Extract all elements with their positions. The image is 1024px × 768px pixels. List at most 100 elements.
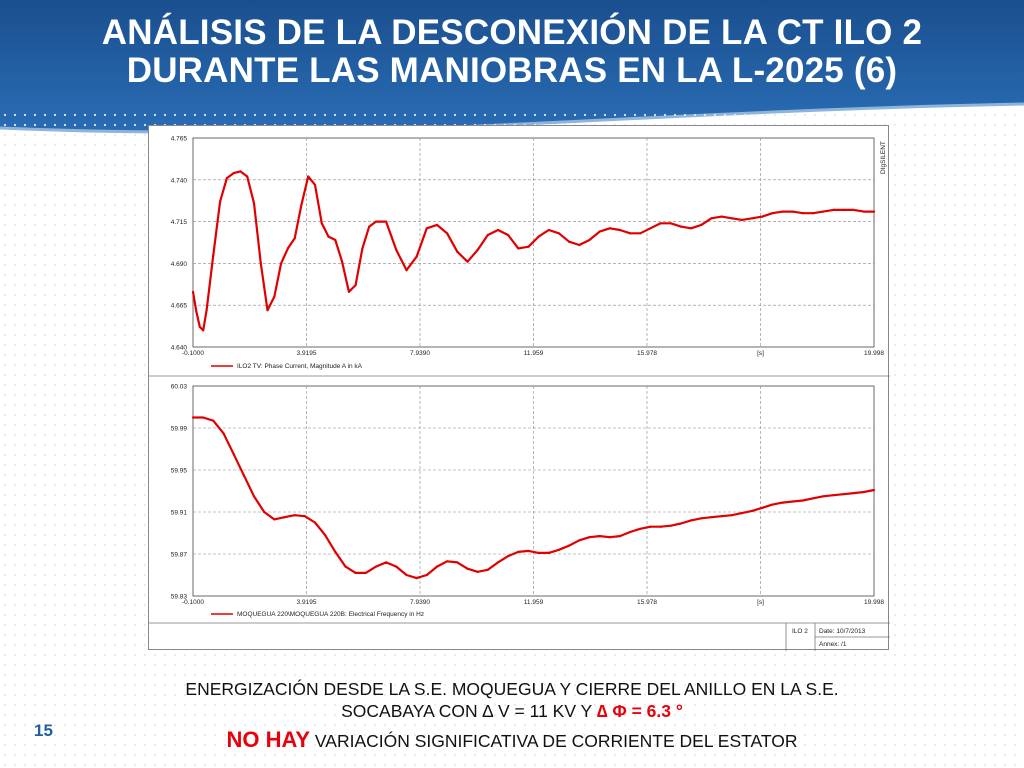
plot-1-y-tick-label: 4.715 bbox=[171, 219, 188, 226]
caption-line-3-highlight: NO HAY bbox=[226, 727, 311, 752]
plot-1-x-tick-label: 3.9195 bbox=[297, 350, 317, 357]
plot-1-data-point bbox=[568, 240, 571, 243]
plot-1-data-point bbox=[219, 200, 222, 203]
plot-2-data-point bbox=[385, 561, 388, 564]
plot-1-data-point bbox=[198, 325, 201, 328]
plot-1-data-point bbox=[425, 227, 428, 230]
plot-2-y-tick-label: 59.83 bbox=[171, 594, 188, 601]
plot-2-data-point bbox=[303, 515, 306, 518]
plot-2-data-point bbox=[649, 525, 652, 528]
plot-1-data-point bbox=[280, 262, 283, 265]
plot-2-data-point bbox=[354, 571, 357, 574]
plot-2-data-point bbox=[202, 416, 205, 419]
plot-1-data-point bbox=[832, 208, 835, 211]
plot-2-data-point bbox=[659, 525, 662, 528]
plot-1-data-point bbox=[720, 215, 723, 218]
plot-1-data-point bbox=[801, 212, 805, 215]
plot-1-data-point bbox=[537, 235, 540, 238]
plot-1-data-point bbox=[547, 228, 550, 232]
chart-panel: -0.1000 3.9195 7.9390 11.959 15.978 [s] 19.998… bbox=[148, 125, 890, 651]
plot-2-data-point bbox=[730, 514, 733, 517]
plot-2-data-point bbox=[313, 521, 317, 524]
plot-1-data-point bbox=[710, 217, 713, 220]
plot-1-data-point bbox=[761, 215, 764, 218]
plot-2-data-point bbox=[608, 536, 611, 539]
plot-1-data-point bbox=[639, 232, 642, 235]
plot-2-data-point bbox=[842, 493, 845, 496]
plot-1-data-point bbox=[232, 172, 235, 175]
plot-2-data-point bbox=[761, 506, 764, 509]
plot-1-data-point bbox=[415, 255, 418, 258]
plot-2-data-point bbox=[405, 573, 408, 577]
plot-2-data-point bbox=[690, 519, 693, 522]
plot-1-data-point bbox=[730, 217, 733, 220]
plot-1-data-point bbox=[486, 233, 489, 237]
plot-1-data-point bbox=[618, 228, 621, 232]
plot-1-data-point bbox=[385, 220, 388, 223]
plot-2-data-point bbox=[273, 518, 276, 521]
plot-1-y-tick-label: 4.740 bbox=[171, 177, 188, 184]
page-number: 15 bbox=[34, 721, 53, 740]
plot-1-data-point bbox=[578, 243, 581, 247]
plot-1-data-point bbox=[751, 217, 754, 220]
plot-1-data-point bbox=[476, 248, 479, 252]
plot-1-data-point bbox=[341, 260, 344, 263]
plot-1-data-point bbox=[496, 228, 500, 232]
plot-1-x-tick-label: 19.998 bbox=[864, 350, 884, 357]
plot-2-x-tick-label: 15.978 bbox=[637, 599, 657, 606]
plot-2-y-tick-label: 59.87 bbox=[171, 552, 188, 559]
plot-2-data-point bbox=[537, 551, 540, 554]
plot-1-y-tick-label: 4.690 bbox=[171, 261, 188, 268]
plot-1-data-point bbox=[405, 269, 408, 272]
plot-2-x-tick-label: 11.959 bbox=[524, 599, 544, 606]
plot-1-data-point bbox=[205, 309, 208, 312]
plot-2-data-point bbox=[486, 568, 489, 571]
plot-1-data-point bbox=[361, 247, 364, 250]
caption-line-1: ENERGIZACIÓN DESDE LA S.E. MOQUEGUA Y CI… bbox=[185, 679, 839, 699]
plot-2-data-point bbox=[517, 550, 520, 553]
plot-1-data-point bbox=[286, 247, 289, 250]
caption-line-2-highlight: ∆ Φ = 6.3 ° bbox=[596, 701, 683, 721]
plot-1-data-point bbox=[700, 223, 703, 226]
plot-1-data-point bbox=[446, 232, 449, 235]
plot-1-data-point bbox=[239, 170, 242, 173]
plot-1-x-tick-label: 15.978 bbox=[637, 350, 657, 357]
plot-1-data-point bbox=[629, 232, 632, 235]
plot-2-x-tick-label: 3.9195 bbox=[297, 599, 317, 606]
plot-1-x-tick-label: 7.9390 bbox=[410, 350, 430, 357]
plot-2-data-point bbox=[588, 536, 591, 539]
plot-2-data-point bbox=[618, 535, 621, 538]
caption-line-2-text: SOCABAYA CON ∆ V = 11 KV Y bbox=[341, 701, 597, 721]
plot-2-data-point bbox=[212, 419, 215, 422]
plot-2-data-point bbox=[578, 539, 581, 542]
plot-2-data-point bbox=[435, 565, 439, 568]
plot-1-data-point bbox=[659, 222, 662, 225]
plot-1-data-point bbox=[456, 250, 459, 253]
plot-2-y-tick-label: 60.03 bbox=[171, 384, 188, 391]
chart-canvas: -0.1000 3.9195 7.9390 11.959 15.978 [s] 19.998… bbox=[149, 136, 890, 651]
plot-2-data-point bbox=[344, 565, 347, 568]
plot-2-data-point bbox=[283, 516, 286, 519]
plot-2-legend-label: MOQUEGUA 220\MOQUEGUA 220B: Electrical F… bbox=[237, 611, 424, 618]
plot-1-data-point bbox=[842, 208, 845, 211]
plot-1-data-point bbox=[598, 230, 601, 233]
plot-2-data-point bbox=[872, 488, 876, 492]
plot-1-x-tick-label: [s] bbox=[757, 350, 764, 357]
plot-1-data-point bbox=[517, 247, 520, 250]
plot-1-data-point bbox=[872, 210, 876, 213]
plot-2-data-point bbox=[446, 560, 449, 563]
plot-1-data-point bbox=[273, 295, 276, 298]
plot-2-data-point bbox=[679, 522, 683, 525]
plot-1-data-point bbox=[327, 235, 330, 238]
plot-2-data-point bbox=[222, 432, 225, 435]
plot-1-data-point bbox=[252, 202, 256, 205]
plot-1-data-point bbox=[307, 175, 310, 178]
plot-2-x-tick-label: 19.998 bbox=[864, 599, 884, 606]
plot-2-data-point bbox=[334, 550, 337, 553]
plot-1-data-point bbox=[191, 290, 195, 293]
plot-1-data-point bbox=[557, 232, 560, 235]
caption-line-3: NO HAY VARIACIÓN SIGNIFICATIVA DE CORRIE… bbox=[0, 729, 1024, 752]
plot-2-data-point bbox=[496, 561, 500, 564]
plot-1-data-point bbox=[313, 183, 317, 186]
plot-1-data-point bbox=[374, 220, 378, 223]
